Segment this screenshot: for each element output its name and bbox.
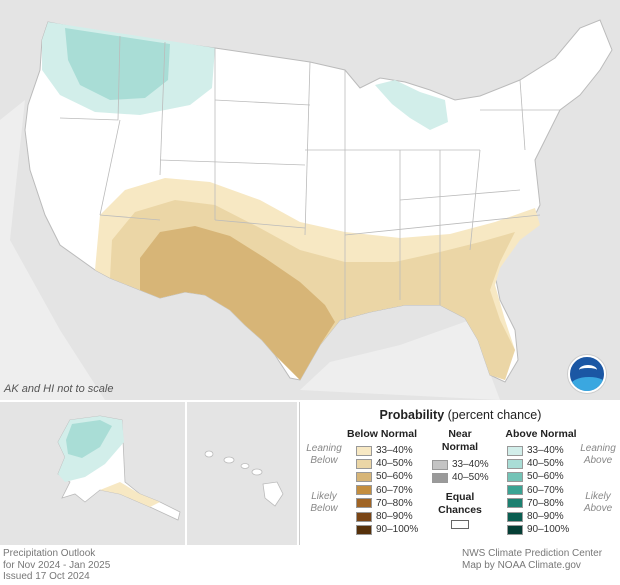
above-normal-heading: Above Normal (505, 428, 577, 440)
alaska-inset (0, 402, 185, 545)
conus-map: AK and HI not to scale (0, 0, 620, 400)
leaning-below-line1: Leaning (306, 443, 342, 454)
above-normal-label: 60–70% (527, 484, 564, 496)
likely-above-line1: Likely (585, 491, 611, 502)
near-normal-label: 40–50% (452, 472, 489, 484)
near-normal-row: 40–50% (432, 471, 489, 484)
near-normal-swatch (432, 459, 448, 470)
below-normal-row: 50–60% (356, 470, 413, 483)
logo-wave (570, 377, 604, 391)
equal-chances-line1: Equal (445, 491, 475, 503)
below-normal-heading: Below Normal (346, 428, 417, 440)
above-normal-row: 80–90% (507, 510, 564, 523)
logo-gull (579, 365, 597, 375)
state-borders (59, 35, 560, 320)
below-normal-row: 60–70% (356, 484, 413, 497)
likely-below-line2: Below (310, 503, 338, 514)
equal-chances-swatch (451, 520, 469, 529)
below-normal-label: 40–50% (376, 458, 413, 470)
likely-below-label: Likely Below (302, 491, 346, 515)
noaa-logo (568, 355, 606, 393)
below-normal-swatch (356, 511, 372, 522)
above-normal-row: 90–100% (507, 523, 569, 536)
below-normal-row: 90–100% (356, 523, 418, 536)
legend-title-rest: (percent chance) (447, 408, 542, 422)
inset-divider (0, 400, 620, 402)
below-normal-row: 33–40% (356, 444, 413, 457)
below-normal-label: 33–40% (376, 445, 413, 456)
equal-chances-line2: Chances (438, 504, 482, 516)
above-normal-row: 60–70% (507, 484, 564, 497)
equal-chances-label: Equal Chances (430, 491, 490, 517)
below-normal-label: 50–60% (376, 471, 413, 483)
conus-map-svg (24, 19, 613, 383)
near-normal-row: 33–40% (432, 458, 489, 471)
above-normal-label: 80–90% (527, 511, 564, 522)
near-normal-heading-1: Near (448, 428, 472, 440)
leaning-above-line2: Above (583, 455, 613, 466)
below-normal-row: 80–90% (356, 510, 413, 523)
leaning-below-label: Leaning Below (302, 443, 346, 467)
below-normal-label: 70–80% (376, 497, 413, 509)
above-normal-row: 40–50% (507, 457, 564, 470)
likely-below-line1: Likely (311, 491, 337, 502)
below-normal-label: 60–70% (376, 484, 413, 496)
near-normal-label: 33–40% (452, 459, 489, 470)
hawaii-islands (204, 450, 284, 507)
below-normal-swatch (356, 498, 372, 509)
below-normal-swatch (356, 485, 372, 496)
near-normal-heading-2: Normal (441, 441, 479, 453)
above-normal-label: 70–80% (527, 497, 564, 509)
above-normal-great-lakes (375, 80, 448, 130)
below-normal-50-60 (140, 226, 335, 380)
above-normal-swatch (507, 458, 523, 469)
legend-title-bold: Probability (379, 408, 445, 422)
alaska-map-svg (0, 402, 185, 545)
above-normal-row: 50–60% (507, 470, 564, 483)
above-normal-swatch (507, 498, 523, 509)
credits: NWS Climate Prediction Center Map by NOA… (462, 548, 602, 571)
above-normal-label: 40–50% (527, 458, 564, 470)
above-normal-swatch (507, 485, 523, 496)
below-normal-swatch (356, 458, 372, 469)
scale-note: AK and HI not to scale (4, 383, 114, 395)
above-normal-label: 50–60% (527, 471, 564, 483)
legend-title: Probability (percent chance) (300, 408, 620, 422)
below-normal-label: 80–90% (376, 511, 413, 522)
leaning-above-label: Leaning Above (576, 443, 620, 467)
likely-above-label: Likely Above (576, 491, 620, 515)
hawaii-inset (187, 402, 297, 545)
above-normal-swatch (507, 511, 523, 522)
below-normal-row: 40–50% (356, 457, 413, 470)
outlook-issued: Issued 17 Oct 2024 (3, 571, 90, 582)
alaska-below-normal (100, 482, 160, 507)
above-normal-label: 90–100% (527, 524, 570, 536)
below-normal-label: 90–100% (376, 524, 419, 536)
credit-cpc: NWS Climate Prediction Center (462, 548, 603, 559)
leaning-above-line1: Leaning (580, 443, 616, 454)
above-normal-label: 33–40% (527, 445, 564, 456)
above-normal-row: 33–40% (507, 444, 564, 457)
above-normal-northwest-core (65, 28, 170, 100)
above-normal-swatch (507, 524, 523, 535)
credit-climate-gov: Map by NOAA Climate.gov (462, 559, 581, 571)
above-normal-swatch (507, 445, 523, 456)
below-normal-swatch (356, 471, 372, 482)
likely-above-line2: Above (583, 503, 613, 514)
below-normal-swatch (356, 445, 372, 456)
leaning-below-line2: Below (310, 455, 338, 466)
outlook-title: Precipitation Outlook (3, 548, 96, 559)
below-normal-row: 70–80% (356, 497, 413, 510)
legend: Probability (percent chance) Below Norma… (299, 402, 620, 545)
above-normal-row: 70–80% (507, 497, 564, 510)
near-normal-swatch (432, 472, 448, 483)
outlook-period: for Nov 2024 - Jan 2025 (3, 559, 111, 571)
alaska-above-normal-core (66, 420, 112, 458)
hawaii-map-svg (187, 402, 297, 545)
below-normal-swatch (356, 524, 372, 535)
outlook-info: Precipitation Outlook for Nov 2024 - Jan… (3, 548, 110, 583)
above-normal-swatch (507, 471, 523, 482)
